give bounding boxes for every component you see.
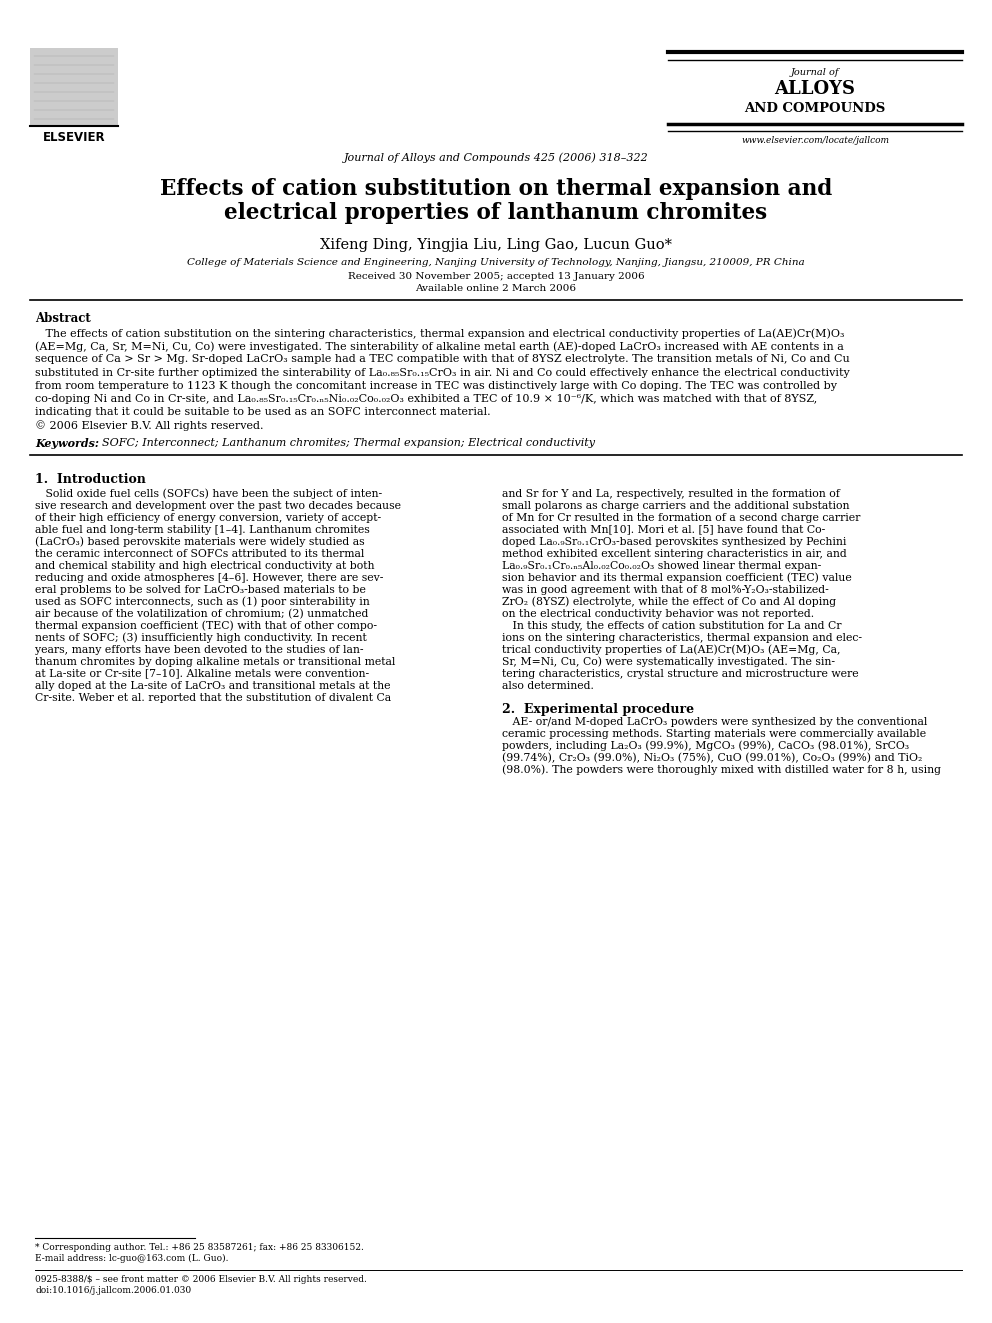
Text: SOFC; Interconnect; Lanthanum chromites; Thermal expansion; Electrical conductiv: SOFC; Interconnect; Lanthanum chromites;… [95,438,595,447]
Text: Available online 2 March 2006: Available online 2 March 2006 [416,284,576,292]
Text: www.elsevier.com/locate/jallcom: www.elsevier.com/locate/jallcom [741,136,889,146]
Text: Journal of: Journal of [791,67,839,77]
Text: able fuel and long-term stability [1–4]. Lanthanum chromites: able fuel and long-term stability [1–4].… [35,525,370,534]
Text: co-doping Ni and Co in Cr-site, and La₀.₈₅Sr₀.₁₅Cr₀.ₙ₅Ni₀.₀₂Co₀.₀₂O₃ exhibited a: co-doping Ni and Co in Cr-site, and La₀.… [35,394,817,404]
Text: ally doped at the La-site of LaCrO₃ and transitional metals at the: ally doped at the La-site of LaCrO₃ and … [35,680,391,691]
Text: from room temperature to 1123 K though the concomitant increase in TEC was disti: from room temperature to 1123 K though t… [35,381,837,390]
Text: ceramic processing methods. Starting materials were commercially available: ceramic processing methods. Starting mat… [502,729,927,738]
Text: Abstract: Abstract [35,312,90,325]
Text: (99.74%), Cr₂O₃ (99.0%), Ni₂O₃ (75%), CuO (99.01%), Co₂O₃ (99%) and TiO₂: (99.74%), Cr₂O₃ (99.0%), Ni₂O₃ (75%), Cu… [502,753,923,763]
Text: eral problems to be solved for LaCrO₃-based materials to be: eral problems to be solved for LaCrO₃-ba… [35,585,366,594]
Text: thanum chromites by doping alkaline metals or transitional metal: thanum chromites by doping alkaline meta… [35,656,396,667]
Text: La₀.₉Sr₀.₁Cr₀.ₙ₅Al₀.₀₂Co₀.₀₂O₃ showed linear thermal expan-: La₀.₉Sr₀.₁Cr₀.ₙ₅Al₀.₀₂Co₀.₀₂O₃ showed li… [502,561,821,570]
Text: ZrO₂ (8YSZ) electrolyte, while the effect of Co and Al doping: ZrO₂ (8YSZ) electrolyte, while the effec… [502,597,836,607]
Text: years, many efforts have been devoted to the studies of lan-: years, many efforts have been devoted to… [35,644,363,655]
Text: College of Materials Science and Engineering, Nanjing University of Technology, : College of Materials Science and Enginee… [187,258,805,267]
Text: the ceramic interconnect of SOFCs attributed to its thermal: the ceramic interconnect of SOFCs attrib… [35,549,364,558]
Text: ions on the sintering characteristics, thermal expansion and elec-: ions on the sintering characteristics, t… [502,632,862,643]
Text: 2.  Experimental procedure: 2. Experimental procedure [502,703,694,716]
Text: Cr-site. Weber et al. reported that the substitution of divalent Ca: Cr-site. Weber et al. reported that the … [35,693,391,703]
Text: doped La₀.₉Sr₀.₁CrO₃-based perovskites synthesized by Pechini: doped La₀.₉Sr₀.₁CrO₃-based perovskites s… [502,537,846,546]
Text: E-mail address: lc-guo@163.com (L. Guo).: E-mail address: lc-guo@163.com (L. Guo). [35,1254,228,1263]
Text: (98.0%). The powders were thoroughly mixed with distilled water for 8 h, using: (98.0%). The powders were thoroughly mix… [502,765,941,775]
Text: ELSEVIER: ELSEVIER [43,131,105,144]
Text: AND COMPOUNDS: AND COMPOUNDS [744,102,886,115]
Text: Solid oxide fuel cells (SOFCs) have been the subject of inten-: Solid oxide fuel cells (SOFCs) have been… [35,488,382,499]
Text: doi:10.1016/j.jallcom.2006.01.030: doi:10.1016/j.jallcom.2006.01.030 [35,1286,191,1295]
Text: Sr, M=Ni, Cu, Co) were systematically investigated. The sin-: Sr, M=Ni, Cu, Co) were systematically in… [502,656,835,667]
Text: method exhibited excellent sintering characteristics in air, and: method exhibited excellent sintering cha… [502,549,847,558]
Text: powders, including La₂O₃ (99.9%), MgCO₃ (99%), CaCO₃ (98.01%), SrCO₃: powders, including La₂O₃ (99.9%), MgCO₃ … [502,741,909,751]
Text: In this study, the effects of cation substitution for La and Cr: In this study, the effects of cation sub… [502,620,841,631]
Text: on the electrical conductivity behavior was not reported.: on the electrical conductivity behavior … [502,609,814,619]
Text: ALLOYS: ALLOYS [775,79,855,98]
Text: substituted in Cr-site further optimized the sinterability of La₀.₈₅Sr₀.₁₅CrO₃ i: substituted in Cr-site further optimized… [35,368,850,377]
Text: (LaCrO₃) based perovskite materials were widely studied as: (LaCrO₃) based perovskite materials were… [35,537,365,548]
Text: © 2006 Elsevier B.V. All rights reserved.: © 2006 Elsevier B.V. All rights reserved… [35,421,264,431]
Text: trical conductivity properties of La(AE)Cr(M)O₃ (AE=Mg, Ca,: trical conductivity properties of La(AE)… [502,644,840,655]
Text: associated with Mn[10]. Mori et al. [5] have found that Co-: associated with Mn[10]. Mori et al. [5] … [502,525,825,534]
Text: electrical properties of lanthanum chromites: electrical properties of lanthanum chrom… [224,202,768,224]
Text: tering characteristics, crystal structure and microstructure were: tering characteristics, crystal structur… [502,668,859,679]
Text: thermal expansion coefficient (TEC) with that of other compo-: thermal expansion coefficient (TEC) with… [35,620,377,631]
Text: at La-site or Cr-site [7–10]. Alkaline metals were convention-: at La-site or Cr-site [7–10]. Alkaline m… [35,668,369,679]
Text: reducing and oxide atmospheres [4–6]. However, there are sev-: reducing and oxide atmospheres [4–6]. Ho… [35,573,383,582]
Text: sive research and development over the past two decades because: sive research and development over the p… [35,500,401,511]
Text: Keywords:: Keywords: [35,438,99,448]
Text: Xifeng Ding, Yingjia Liu, Ling Gao, Lucun Guo*: Xifeng Ding, Yingjia Liu, Ling Gao, Lucu… [320,238,672,251]
Text: indicating that it could be suitable to be used as an SOFC interconnect material: indicating that it could be suitable to … [35,407,491,417]
Text: 1.  Introduction: 1. Introduction [35,472,146,486]
Text: The effects of cation substitution on the sintering characteristics, thermal exp: The effects of cation substitution on th… [35,328,844,339]
Text: AE- or/and M-doped LaCrO₃ powders were synthesized by the conventional: AE- or/and M-doped LaCrO₃ powders were s… [502,717,928,726]
Text: and chemical stability and high electrical conductivity at both: and chemical stability and high electric… [35,561,375,570]
Text: air because of the volatilization of chromium; (2) unmatched: air because of the volatilization of chr… [35,609,368,619]
Text: (AE=Mg, Ca, Sr, M=Ni, Cu, Co) were investigated. The sinterability of alkaline m: (AE=Mg, Ca, Sr, M=Ni, Cu, Co) were inves… [35,341,844,352]
Text: nents of SOFC; (3) insufficiently high conductivity. In recent: nents of SOFC; (3) insufficiently high c… [35,632,367,643]
Text: sequence of Ca > Sr > Mg. Sr-doped LaCrO₃ sample had a TEC compatible with that : sequence of Ca > Sr > Mg. Sr-doped LaCrO… [35,355,850,364]
Text: sion behavior and its thermal expansion coefficient (TEC) value: sion behavior and its thermal expansion … [502,573,852,583]
Text: 0925-8388/$ – see front matter © 2006 Elsevier B.V. All rights reserved.: 0925-8388/$ – see front matter © 2006 El… [35,1275,367,1285]
Text: of their high efficiency of energy conversion, variety of accept-: of their high efficiency of energy conve… [35,512,381,523]
Text: also determined.: also determined. [502,680,594,691]
Text: * Corresponding author. Tel.: +86 25 83587261; fax: +86 25 83306152.: * Corresponding author. Tel.: +86 25 835… [35,1244,364,1252]
Text: was in good agreement with that of 8 mol%-Y₂O₃-stabilized-: was in good agreement with that of 8 mol… [502,585,828,594]
Text: used as SOFC interconnects, such as (1) poor sinterability in: used as SOFC interconnects, such as (1) … [35,597,370,607]
Text: small polarons as charge carriers and the additional substation: small polarons as charge carriers and th… [502,500,849,511]
Text: Received 30 November 2005; accepted 13 January 2006: Received 30 November 2005; accepted 13 J… [347,273,645,280]
Text: Effects of cation substitution on thermal expansion and: Effects of cation substitution on therma… [160,179,832,200]
Text: Journal of Alloys and Compounds 425 (2006) 318–322: Journal of Alloys and Compounds 425 (200… [343,152,649,163]
Text: of Mn for Cr resulted in the formation of a second charge carrier: of Mn for Cr resulted in the formation o… [502,512,860,523]
Text: and Sr for Y and La, respectively, resulted in the formation of: and Sr for Y and La, respectively, resul… [502,488,840,499]
Bar [30,48,118,126]
